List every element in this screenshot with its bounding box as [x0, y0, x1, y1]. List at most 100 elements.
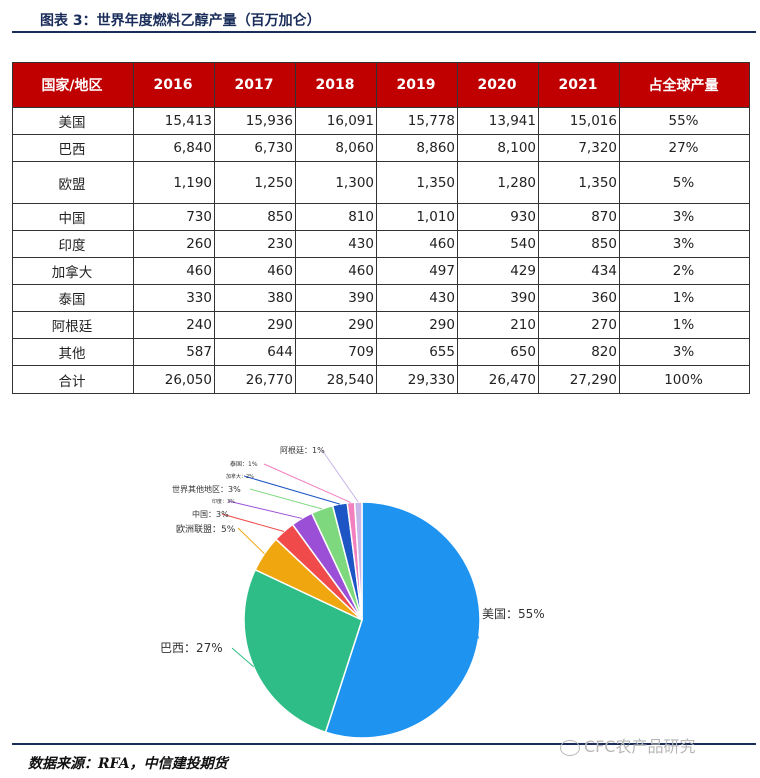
value-cell: 810: [295, 203, 377, 231]
table-row: 印度 260 230 430 460 540 850 3%: [12, 230, 750, 258]
slice-label: 加拿大：2%: [226, 473, 254, 480]
value-cell: 26,470: [457, 365, 539, 394]
value-cell: 430: [295, 230, 377, 258]
value-cell: 6,730: [214, 134, 296, 162]
value-cell: 15,936: [214, 107, 296, 135]
value-cell: 430: [376, 284, 458, 312]
watermark-text: CFC农产品研究: [584, 737, 696, 756]
pie-slice: [353, 501, 363, 621]
value-cell: 655: [376, 338, 458, 366]
source-note: 数据来源：RFA，中信建投期货: [28, 756, 228, 772]
value-cell: 390: [457, 284, 539, 312]
value-cell: 930: [457, 203, 539, 231]
share-cell: 100%: [619, 365, 750, 394]
pie-chart: 美国：55% 巴西：27% 欧洲联盟：5% 中国：3% 印度：3% 世界其他地区：3% 加拿…: [160, 445, 545, 739]
value-cell: 1,280: [457, 161, 539, 204]
value-cell: 497: [376, 257, 458, 285]
table-row: 中国 730 850 810 1,010 930 870 3%: [12, 203, 750, 231]
value-cell: 1,300: [295, 161, 377, 204]
value-cell: 644: [214, 338, 296, 366]
value-cell: 15,413: [133, 107, 215, 135]
country-cell: 印度: [12, 230, 134, 258]
value-cell: 240: [133, 311, 215, 339]
header-cell: 2019: [376, 62, 458, 108]
header-cell: 2018: [295, 62, 377, 108]
leader-line: [231, 647, 255, 668]
leader-line: [243, 475, 341, 505]
value-cell: 1,250: [214, 161, 296, 204]
leader-line: [237, 527, 265, 555]
value-cell: 850: [538, 230, 620, 258]
country-cell: 合计: [12, 365, 134, 394]
value-cell: 429: [457, 257, 539, 285]
value-cell: 8,060: [295, 134, 377, 162]
share-cell: 1%: [619, 311, 750, 339]
leader-line: [249, 488, 323, 510]
header-cell: 2016: [133, 62, 215, 108]
share-cell: 3%: [619, 203, 750, 231]
value-cell: 290: [214, 311, 296, 339]
leader-line: [221, 513, 285, 532]
share-cell: 3%: [619, 338, 750, 366]
value-cell: 360: [538, 284, 620, 312]
share-cell: 27%: [619, 134, 750, 162]
figure-title: 图表 3：世界年度燃料乙醇产量（百万加仑）: [40, 13, 321, 29]
value-cell: 820: [538, 338, 620, 366]
table-row: 阿根廷 240 290 290 290 210 270 1%: [12, 311, 750, 339]
value-cell: 29,330: [376, 365, 458, 394]
value-cell: 380: [214, 284, 296, 312]
share-cell: 55%: [619, 107, 750, 135]
table-row: 欧盟 1,190 1,250 1,300 1,350 1,280 1,350 5%: [12, 161, 750, 204]
value-cell: 7,320: [538, 134, 620, 162]
value-cell: 650: [457, 338, 539, 366]
value-cell: 26,770: [214, 365, 296, 394]
leader-line: [227, 500, 303, 519]
value-cell: 15,778: [376, 107, 458, 135]
header-cell: 国家/地区: [12, 62, 134, 108]
header-cell: 占全球产量: [619, 62, 750, 108]
slice-label: 阿根廷：1%: [280, 445, 325, 455]
value-cell: 27,290: [538, 365, 620, 394]
value-cell: 870: [538, 203, 620, 231]
country-cell: 欧盟: [12, 161, 134, 204]
value-cell: 210: [457, 311, 539, 339]
table-row: 加拿大 460 460 460 497 429 434 2%: [12, 257, 750, 285]
production-table: 国家/地区 2016 2017 2018 2019 2020 2021 占全球产…: [12, 62, 750, 394]
value-cell: 850: [214, 203, 296, 231]
value-cell: 1,190: [133, 161, 215, 204]
value-cell: 460: [376, 230, 458, 258]
value-cell: 8,100: [457, 134, 539, 162]
value-cell: 460: [214, 257, 296, 285]
value-cell: 6,840: [133, 134, 215, 162]
slice-label: 印度：3%: [212, 498, 235, 505]
value-cell: 26,050: [133, 365, 215, 394]
value-cell: 13,941: [457, 107, 539, 135]
slice-label: 世界其他地区：3%: [172, 484, 241, 494]
header-cell: 2017: [214, 62, 296, 108]
country-cell: 泰国: [12, 284, 134, 312]
country-cell: 中国: [12, 203, 134, 231]
value-cell: 290: [295, 311, 377, 339]
table-row: 其他 587 644 709 655 650 820 3%: [12, 338, 750, 366]
leader-line: [263, 463, 352, 503]
value-cell: 460: [133, 257, 215, 285]
slice-label: 中国：3%: [192, 509, 229, 519]
bottom-rule: [12, 743, 756, 745]
value-cell: 270: [538, 311, 620, 339]
country-cell: 巴西: [12, 134, 134, 162]
table-row: 泰国 330 380 390 430 390 360 1%: [12, 284, 750, 312]
value-cell: 709: [295, 338, 377, 366]
value-cell: 8,860: [376, 134, 458, 162]
watermark: CFC农产品研究: [560, 733, 696, 757]
value-cell: 1,350: [538, 161, 620, 204]
share-cell: 3%: [619, 230, 750, 258]
value-cell: 1,350: [376, 161, 458, 204]
slice-label: 美国：55%: [482, 607, 545, 621]
value-cell: 330: [133, 284, 215, 312]
table-row: 美国 15,413 15,936 16,091 15,778 13,941 15,016 55…: [12, 107, 750, 135]
value-cell: 28,540: [295, 365, 377, 394]
value-cell: 15,016: [538, 107, 620, 135]
wechat-icon: [560, 739, 580, 756]
slice-label: 巴西：27%: [160, 641, 223, 655]
value-cell: 730: [133, 203, 215, 231]
